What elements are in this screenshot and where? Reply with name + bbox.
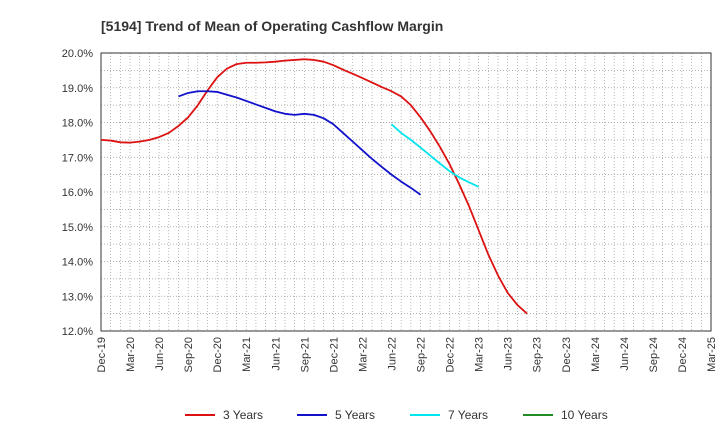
x-tick-label: Dec-22 (445, 337, 457, 372)
x-tick-label: Dec-20 (212, 337, 224, 372)
y-tick-label: 15.0% (62, 222, 93, 234)
legend-label: 3 Years (223, 408, 263, 422)
x-tick-label: Sep-21 (299, 337, 311, 372)
y-tick-label: 20.0% (62, 48, 93, 60)
x-tick-label: Dec-21 (328, 337, 340, 372)
x-tick-label: Mar-22 (357, 337, 369, 372)
y-axis: 20.0% 19.0% 18.0% 17.0% 16.0% 15.0% 14.0% 13.0%… (62, 48, 93, 338)
x-tick-label: Mar-25 (706, 337, 718, 372)
x-tick-label: Jun-23 (503, 337, 515, 371)
legend: 3 Years 5 Years 7 Years 10 Years (185, 408, 608, 422)
x-tick-label: Sep-22 (416, 337, 428, 372)
x-tick-label: Jun-24 (619, 337, 631, 371)
x-tick-label: Dec-23 (561, 337, 573, 372)
series-line-3-years (100, 58, 528, 315)
x-tick-label: Jun-21 (270, 337, 282, 371)
y-tick-label: 17.0% (62, 152, 93, 164)
x-tick-label: Mar-21 (241, 337, 253, 372)
x-tick-label: Sep-23 (532, 337, 544, 372)
x-axis: Dec-19 Mar-20 Jun-20 Sep-20 Dec-20 Mar-21 Jun-… (96, 337, 718, 372)
x-tick-label: Jun-20 (154, 337, 166, 371)
x-tick-label: Sep-24 (648, 337, 660, 372)
y-tick-label: 18.0% (62, 118, 93, 130)
legend-label: 5 Years (335, 408, 375, 422)
plot-area (100, 52, 712, 332)
legend-label: 10 Years (561, 408, 608, 422)
x-tick-label: Dec-19 (96, 337, 108, 372)
y-tick-label: 13.0% (62, 291, 93, 303)
x-tick-label: Dec-24 (677, 337, 689, 372)
x-tick-label: Mar-24 (590, 337, 602, 372)
legend-label: 7 Years (448, 408, 488, 422)
chart-title: [5194] Trend of Mean of Operating Cashfl… (101, 18, 443, 34)
y-tick-label: 12.0% (62, 326, 93, 338)
x-tick-label: Sep-20 (183, 337, 195, 372)
x-tick-label: Jun-22 (386, 337, 398, 371)
y-tick-label: 16.0% (62, 187, 93, 199)
x-tick-label: Mar-20 (125, 337, 137, 372)
x-tick-label: Mar-23 (474, 337, 486, 372)
y-tick-label: 14.0% (62, 257, 93, 269)
series-line-5-years (178, 90, 422, 196)
series-lines (100, 58, 528, 315)
y-tick-label: 19.0% (62, 83, 93, 95)
series-line-7-years (390, 123, 480, 188)
grid (101, 53, 711, 331)
